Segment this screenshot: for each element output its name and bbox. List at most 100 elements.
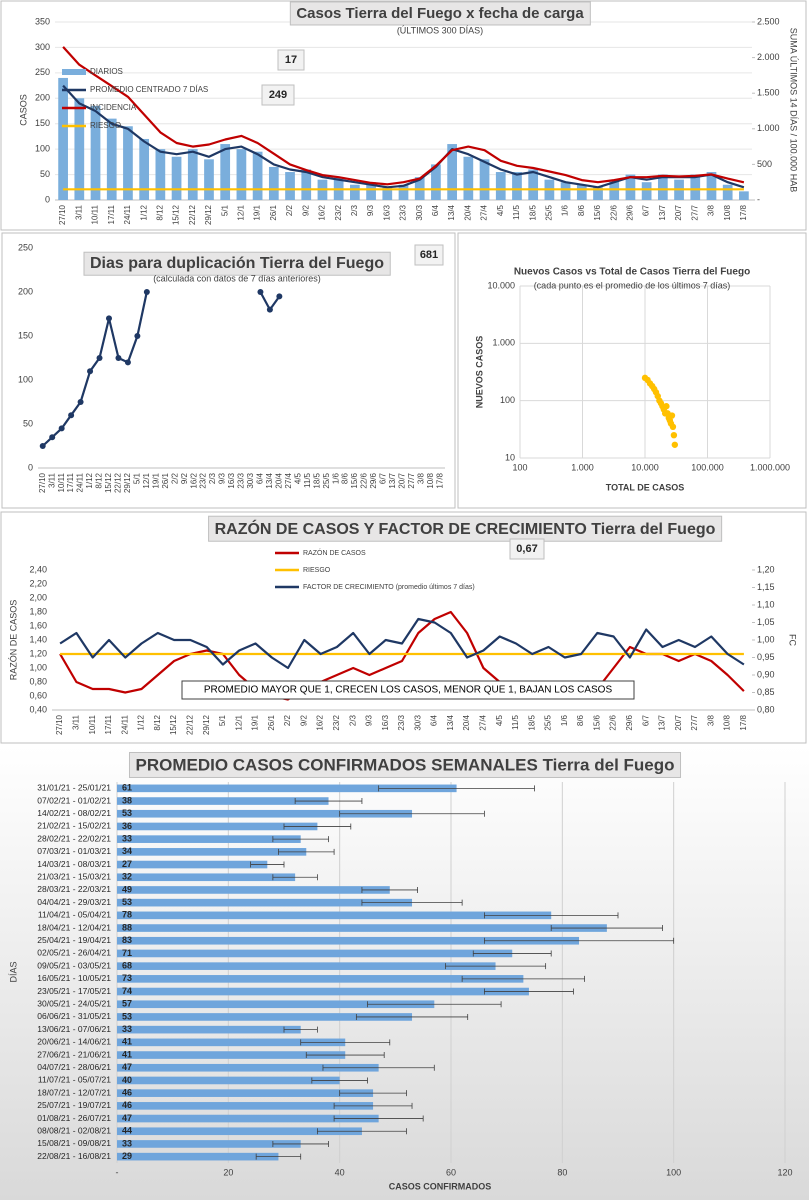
y-axis-title: NUEVOS CASOS	[474, 336, 484, 409]
bar	[117, 797, 329, 805]
y2-axis-title: FC	[788, 634, 798, 646]
bar	[117, 822, 318, 831]
x-tick-label: 20/4	[463, 204, 472, 220]
x-tick-label: 13/4	[265, 472, 274, 488]
bar	[220, 144, 231, 200]
x-tick-label: 9/2	[180, 472, 189, 484]
x-tick-label: 80	[557, 1167, 567, 1177]
bar	[117, 1114, 379, 1123]
bar	[479, 159, 490, 200]
x-tick-label: 23/2	[334, 204, 343, 220]
y-tick-label: 2,40	[29, 564, 47, 574]
bar	[117, 962, 496, 970]
bar	[576, 184, 587, 200]
y-tick-label: 30/05/21 - 24/05/21	[37, 999, 111, 1009]
bar	[187, 149, 198, 200]
x-tick-label: 60	[446, 1167, 456, 1177]
y-tick-label: 15/08/21 - 09/08/21	[37, 1138, 111, 1148]
x-tick-label: 1/12	[137, 714, 146, 730]
x-tick-label: 27/4	[480, 204, 489, 220]
bar	[512, 172, 522, 200]
y-tick-label: 11/07/21 - 05/07/21	[38, 1075, 111, 1085]
bar	[171, 156, 182, 200]
x-tick-label: 29/6	[369, 472, 378, 488]
bar	[690, 174, 701, 200]
y-tick-label: 0,40	[29, 704, 47, 714]
x-tick-label: 3/8	[706, 714, 715, 726]
x-tick-label: 13/4	[447, 204, 456, 220]
bar	[117, 1000, 435, 1009]
error-bar	[272, 836, 329, 843]
x-axis-title: CASOS CONFIRMADOS	[389, 1181, 492, 1191]
data-label: 34	[122, 846, 132, 856]
error-bar	[283, 1026, 318, 1033]
x-tick-label: 22/12	[188, 204, 197, 225]
x-tick-label: 26/1	[267, 714, 276, 730]
data-label: 47	[122, 1062, 132, 1072]
x-tick-label: 120	[777, 1167, 792, 1177]
error-bar	[484, 912, 619, 919]
y2-tick-label: 0,85	[757, 687, 775, 697]
x-tick-label: 1/12	[139, 204, 148, 220]
x-tick-label: 2/3	[208, 472, 217, 484]
x-tick-label: 6/4	[256, 472, 265, 484]
text-box	[83, 251, 391, 276]
data-label: 57	[122, 999, 132, 1009]
y-tick-label: 14/02/21 - 08/02/21	[37, 808, 111, 818]
marker	[58, 425, 65, 432]
x-tick-label: 10.000	[631, 462, 659, 472]
error-bar	[361, 899, 463, 906]
x-tick-label: 13/7	[658, 204, 667, 220]
x-tick-label: 25/5	[544, 714, 553, 730]
chart-title: Nuevos Casos vs Total de Casos Tierra de…	[514, 267, 750, 278]
error-bar	[333, 1102, 413, 1109]
x-tick-label: 29/12	[123, 472, 132, 493]
x-tick-label: 17/8	[435, 472, 444, 488]
x-tick-label: 40	[335, 1167, 345, 1177]
x-tick-label: 16/3	[382, 204, 391, 220]
x-tick-label: 16/3	[381, 714, 390, 730]
x-tick-label: 27/4	[284, 472, 293, 488]
x-tick-label: 10/8	[723, 204, 732, 220]
x-tick-label: 9/3	[366, 204, 375, 216]
y-tick-label: 1,40	[29, 634, 47, 644]
x-tick-label: 16/2	[316, 714, 325, 730]
x-tick-label: 1/6	[560, 714, 569, 726]
x-tick-label: 20	[223, 1167, 233, 1177]
y-tick-label: 1,20	[29, 648, 47, 658]
x-axis-title: TOTAL DE CASOS	[606, 482, 685, 492]
data-label: 27	[122, 859, 132, 869]
x-tick-label: 4/5	[293, 472, 302, 484]
data-label: 44	[122, 1126, 132, 1136]
x-tick-label: 12/1	[234, 714, 243, 730]
marker	[134, 333, 141, 339]
bar	[593, 187, 603, 200]
legend-label: FACTOR DE CRECIMIENTO (promedio últimos …	[303, 584, 475, 591]
x-tick-label: 16/2	[189, 472, 198, 488]
x-tick-label: 18/5	[528, 204, 537, 220]
x-tick-label: 100	[512, 462, 527, 472]
error-bar	[333, 1115, 424, 1122]
x-tick-label: 25/5	[544, 204, 553, 220]
bar	[560, 182, 571, 200]
bar	[117, 1127, 362, 1136]
x-tick-label: 17/8	[739, 714, 748, 730]
x-tick-label: 29/6	[626, 204, 635, 220]
y-tick-label: 250	[35, 67, 50, 77]
y-tick-label: 31/01/21 - 25/01/21	[37, 783, 111, 793]
annotation-box	[277, 49, 305, 71]
y-tick-label: 0,60	[29, 690, 47, 700]
bar	[117, 949, 513, 958]
x-tick-label: 27/7	[690, 714, 699, 730]
x-tick-label: 8/12	[95, 472, 104, 488]
error-bar	[367, 1001, 502, 1008]
bar	[117, 848, 307, 856]
x-tick-label: 29/12	[204, 204, 213, 225]
y-tick-label: 2,20	[29, 578, 47, 588]
bar	[301, 169, 312, 200]
error-bar	[255, 1153, 302, 1160]
x-tick-label: 30/3	[246, 472, 255, 488]
legend-label: RIESGO	[303, 567, 331, 574]
bar	[382, 187, 393, 200]
y-tick-label: 1,80	[29, 606, 47, 616]
